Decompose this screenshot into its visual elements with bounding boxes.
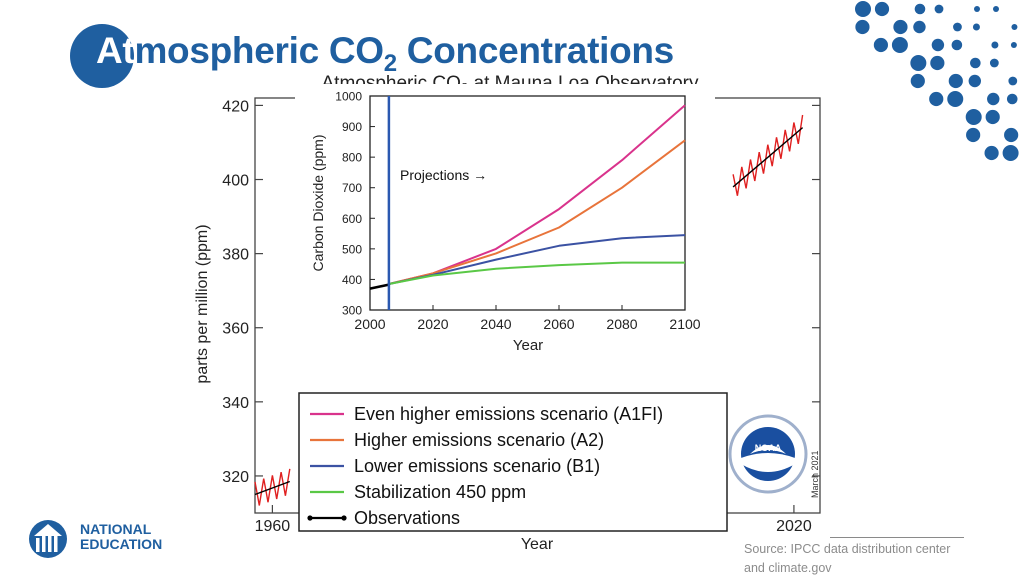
mauna-loa-y-tick-label: 340 bbox=[222, 395, 249, 412]
projections-x-axis-label: Year bbox=[513, 337, 543, 354]
legend-marker bbox=[307, 515, 313, 521]
dot-decoration bbox=[948, 73, 963, 89]
slide-title-subscript: 2 bbox=[383, 50, 397, 77]
mauna-loa-x-tick-label: 1960 bbox=[255, 518, 291, 535]
mauna-loa-y-axis-label: parts per million (ppm) bbox=[194, 224, 211, 383]
dot-decoration bbox=[873, 37, 888, 53]
mauna-loa-y-tick-label: 400 bbox=[222, 173, 249, 190]
projections-y-tick-label: 600 bbox=[342, 212, 362, 226]
projections-x-tick-label: 2040 bbox=[480, 316, 511, 332]
projections-y-tick-label: 700 bbox=[342, 181, 362, 195]
noaa-logo-text: NOAA bbox=[755, 443, 782, 453]
dot-decoration bbox=[1010, 42, 1017, 48]
dot-pattern-decoration bbox=[855, 1, 1019, 161]
dot-decoration bbox=[1006, 93, 1018, 105]
dot-decoration bbox=[855, 19, 870, 35]
noaa-logo: NOAA bbox=[728, 414, 808, 494]
dot-decoration bbox=[993, 6, 999, 12]
source-line-1: Source: IPCC data distribution center bbox=[744, 542, 951, 556]
legend-label: Higher emissions scenario (A2) bbox=[354, 430, 604, 450]
dot-decoration bbox=[965, 109, 982, 125]
mauna-loa-x-tick-label: 2020 bbox=[776, 518, 812, 535]
dot-decoration bbox=[910, 73, 925, 89]
mauna-loa-trend-line bbox=[732, 127, 804, 188]
dot-decoration bbox=[910, 55, 927, 71]
dot-decoration bbox=[891, 37, 908, 53]
mauna-loa-trend-line bbox=[254, 480, 291, 496]
dot-decoration bbox=[934, 4, 944, 14]
dot-decoration bbox=[987, 92, 1000, 106]
wordmark-line-1: NATIONAL bbox=[80, 521, 152, 537]
legend-label: Stabilization 450 ppm bbox=[354, 482, 526, 502]
dot-decoration bbox=[931, 38, 945, 52]
dot-decoration bbox=[893, 19, 908, 35]
dot-decoration bbox=[1011, 24, 1018, 30]
dot-decoration bbox=[984, 145, 999, 161]
slide-title-end: Concentrations bbox=[396, 30, 674, 71]
dot-decoration bbox=[972, 23, 980, 31]
dot-decoration bbox=[874, 1, 890, 17]
projections-x-tick-label: 2020 bbox=[417, 316, 448, 332]
projections-annotation: Projections → bbox=[400, 167, 487, 183]
projections-y-tick-label: 300 bbox=[342, 304, 362, 318]
legend-label: Even higher emissions scenario (A1FI) bbox=[354, 404, 663, 424]
legend-label: Lower emissions scenario (B1) bbox=[354, 456, 600, 476]
dot-decoration bbox=[930, 55, 945, 71]
dot-decoration bbox=[985, 109, 1000, 125]
slide-title-first: At bbox=[96, 30, 135, 71]
projections-x-tick-label: 2000 bbox=[354, 316, 385, 332]
projections-series-line bbox=[388, 261, 685, 285]
projections-legend: Even higher emissions scenario (A1FI) Hig… bbox=[298, 392, 728, 532]
legend-marker bbox=[341, 515, 347, 521]
dot-decoration bbox=[914, 3, 926, 15]
dot-decoration bbox=[974, 6, 980, 12]
dot-decoration bbox=[953, 22, 962, 32]
dot-decoration bbox=[1002, 145, 1019, 161]
mauna-loa-y-tick-label: 320 bbox=[222, 469, 249, 486]
national-education-wordmark: NATIONAL EDUCATION bbox=[80, 522, 162, 552]
dot-decoration bbox=[855, 1, 871, 17]
slide-title: Atmospheric CO2 Concentrations bbox=[96, 30, 674, 76]
dot-decoration bbox=[989, 58, 999, 68]
projections-y-tick-label: 400 bbox=[342, 273, 362, 287]
dot-decoration bbox=[968, 74, 981, 88]
projections-plot-frame bbox=[369, 95, 686, 311]
mauna-loa-y-tick-label: 380 bbox=[222, 247, 249, 264]
mauna-loa-seasonal-line bbox=[254, 468, 291, 506]
dot-decoration bbox=[1008, 76, 1018, 86]
projections-x-tick-label: 2080 bbox=[606, 316, 637, 332]
mauna-loa-seasonal-line bbox=[732, 114, 804, 196]
national-education-logo-icon bbox=[29, 520, 67, 558]
projections-y-tick-label: 900 bbox=[342, 120, 362, 134]
projections-x-tick-label: 2060 bbox=[543, 316, 574, 332]
projections-y-tick-label: 800 bbox=[342, 151, 362, 165]
mauna-loa-y-tick-label: 360 bbox=[222, 321, 249, 338]
projections-x-tick-label: 2100 bbox=[669, 316, 700, 332]
wordmark-line-2: EDUCATION bbox=[80, 536, 163, 552]
legend-label: Observations bbox=[354, 508, 460, 528]
dot-decoration bbox=[947, 91, 964, 107]
dot-decoration bbox=[929, 91, 944, 107]
projections-y-tick-label: 1000 bbox=[335, 90, 362, 104]
slide-title-rest: mospheric CO bbox=[134, 30, 384, 71]
dot-decoration bbox=[913, 20, 926, 34]
mauna-loa-x-axis-label: Year bbox=[521, 536, 554, 553]
projections-y-axis-label: Carbon Dioxide (ppm) bbox=[310, 135, 326, 272]
source-credit: Source: IPCC data distribution center an… bbox=[744, 540, 1004, 578]
source-line-2: and climate.gov bbox=[744, 561, 832, 575]
projections-series-line bbox=[388, 139, 686, 285]
dot-decoration bbox=[970, 57, 981, 69]
mauna-loa-y-tick-label: 420 bbox=[222, 98, 249, 115]
projections-y-tick-label: 500 bbox=[342, 242, 362, 256]
dot-decoration bbox=[951, 39, 963, 51]
dot-decoration bbox=[966, 127, 981, 143]
projections-series-line bbox=[369, 283, 390, 290]
chart-date-note: March 2021 bbox=[810, 450, 820, 498]
projections-chart: 300 400 500 600 700 800 900 1000 2000 2020 2040 20… bbox=[295, 84, 715, 356]
dot-decoration bbox=[1004, 127, 1019, 143]
dot-decoration bbox=[991, 41, 999, 49]
title-circle-decoration bbox=[70, 24, 134, 88]
source-divider bbox=[830, 537, 964, 538]
